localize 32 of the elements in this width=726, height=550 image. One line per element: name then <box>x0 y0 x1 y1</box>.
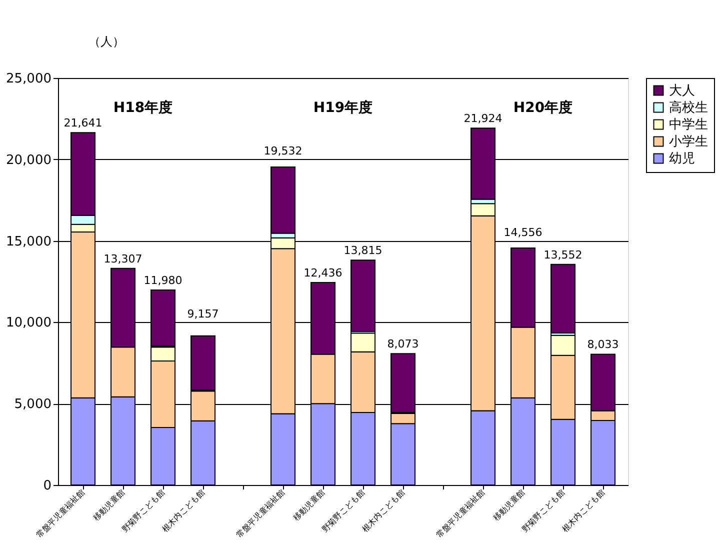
total-label: 21,641 <box>64 116 102 130</box>
total-label: 11,980 <box>144 274 182 287</box>
total-label: 19,532 <box>264 144 302 158</box>
annotation: H19年度 <box>313 99 373 116</box>
legend-label: 小学生 <box>669 134 708 150</box>
legend-label: 中学生 <box>669 118 708 132</box>
total-label: 13,552 <box>544 248 582 262</box>
y-tick-label: 15,000 <box>6 234 52 250</box>
total-label: 14,556 <box>504 226 542 239</box>
legend-label: 高校生 <box>669 100 708 116</box>
x-tick-label: 移動児童館 <box>292 488 326 523</box>
annotation: H20年度 <box>513 99 573 116</box>
x-tick-label: 常盤平児童福祉館 <box>234 488 286 540</box>
total-label: 8,073 <box>387 338 419 351</box>
total-label: 13,815 <box>344 244 382 258</box>
y-axis-title: （人） <box>88 34 124 48</box>
y-tick-label: 0 <box>43 478 52 494</box>
total-label: 13,307 <box>104 252 142 266</box>
y-tick-label: 5,000 <box>14 397 52 412</box>
y-tick-label: 10,000 <box>6 316 52 331</box>
annotation: H18年度 <box>113 99 173 116</box>
y-tick-label: 25,000 <box>6 72 52 86</box>
legend-label: 大人 <box>669 84 695 98</box>
legend-label: 幼児 <box>669 152 695 166</box>
total-label: 12,436 <box>304 266 342 280</box>
x-tick-label: 常盤平児童福祉館 <box>434 488 486 540</box>
total-label: 21,924 <box>464 112 502 126</box>
total-label: 9,157 <box>187 307 219 320</box>
total-label: 8,033 <box>587 338 619 352</box>
x-tick-label: 移動児童館 <box>492 488 526 523</box>
y-tick-label: 20,000 <box>6 152 52 168</box>
x-tick-label: 移動児童館 <box>92 488 126 523</box>
